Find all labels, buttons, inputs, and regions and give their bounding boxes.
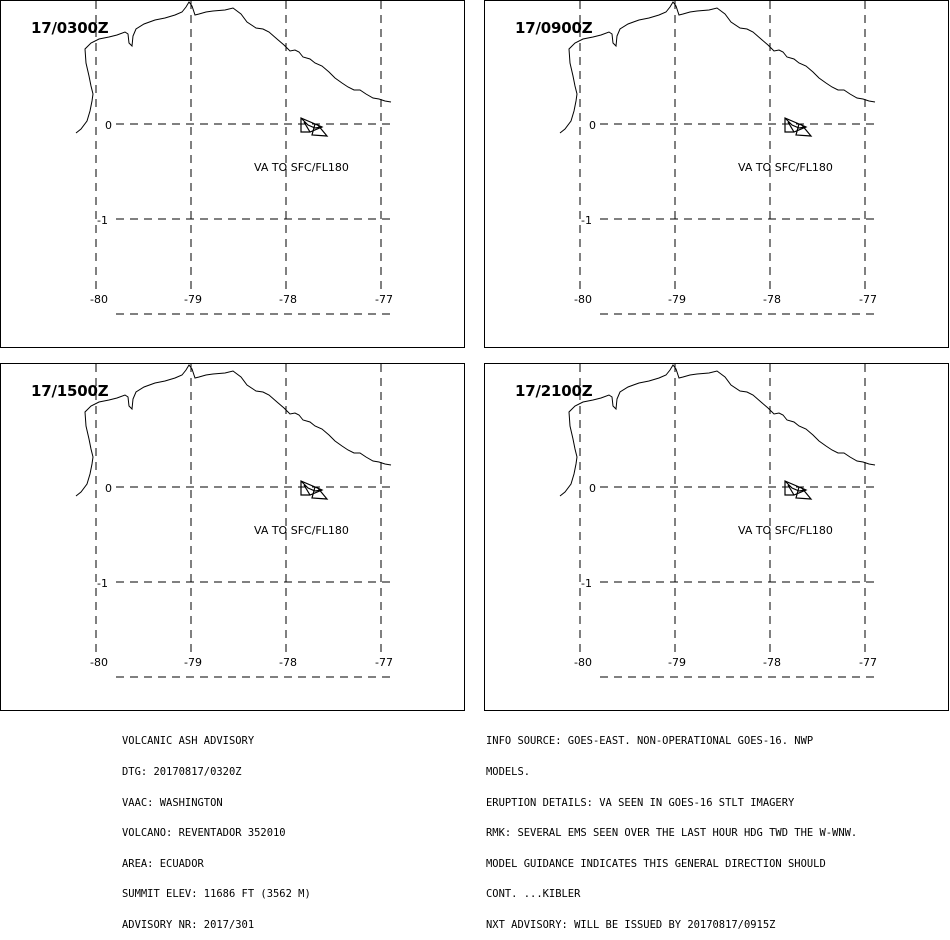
ash-cloud-inner-line bbox=[300, 480, 323, 492]
forecast-panel-0300: -80 -79 -78 -77 0 -1 VA TO SFC/FL180 17/0300Z bbox=[0, 0, 465, 348]
ash-cloud-outline bbox=[300, 117, 324, 133]
advisory-line: CONT. ...KIBLER bbox=[486, 887, 581, 901]
volcanic-ash-polygon bbox=[784, 117, 813, 137]
forecast-panel-1500: -80 -79 -78 -77 0 -1 VA TO SFC/FL180 17/1500Z bbox=[0, 363, 465, 711]
advisory-header-text: VOLCANIC ASH ADVISORY DTG: 20170817/0320… bbox=[122, 716, 311, 940]
advisory-line: NXT ADVISORY: WILL BE ISSUED BY 20170817… bbox=[486, 917, 776, 931]
lat-lon-grid bbox=[95, 1, 391, 315]
coastline bbox=[559, 364, 876, 497]
va-height-label: VA TO SFC/FL180 bbox=[738, 524, 833, 537]
longitude-tick-label: -78 bbox=[279, 656, 297, 669]
va-height-label: VA TO SFC/FL180 bbox=[254, 161, 349, 174]
latitude-tick-label: -1 bbox=[581, 577, 592, 590]
longitude-tick-label: -79 bbox=[184, 293, 202, 306]
advisory-line: RMK: SEVERAL EMS SEEN OVER THE LAST HOUR… bbox=[486, 826, 858, 840]
advisory-line: MODEL GUIDANCE INDICATES THIS GENERAL DI… bbox=[486, 856, 826, 870]
longitude-tick-label: -77 bbox=[859, 293, 877, 306]
ash-cloud-outline bbox=[784, 117, 808, 133]
latitude-tick-label: -1 bbox=[97, 214, 108, 227]
advisory-line: INFO SOURCE: GOES-EAST. NON-OPERATIONAL … bbox=[486, 734, 814, 748]
advisory-line: VOLCANIC ASH ADVISORY bbox=[122, 734, 255, 748]
longitude-tick-label: -80 bbox=[90, 656, 108, 669]
ash-cloud-inner-line bbox=[303, 121, 311, 133]
va-height-label: VA TO SFC/FL180 bbox=[738, 161, 833, 174]
forecast-panel-2100: -80 -79 -78 -77 0 -1 VA TO SFC/FL180 17/2100Z bbox=[484, 363, 949, 711]
forecast-panel-0900: -80 -79 -78 -77 0 -1 VA TO SFC/FL180 17/0900Z bbox=[484, 0, 949, 348]
lat-lon-grid bbox=[579, 1, 875, 315]
ash-cloud-inner-line bbox=[787, 121, 795, 133]
longitude-tick-label: -79 bbox=[668, 656, 686, 669]
ash-cloud-inner-line bbox=[784, 480, 807, 492]
map-svg: -80 -79 -78 -77 0 -1 VA TO SFC/FL180 bbox=[559, 1, 877, 315]
ash-cloud-inner-line bbox=[784, 117, 807, 129]
latitude-tick-label: 0 bbox=[105, 119, 112, 132]
longitude-tick-label: -77 bbox=[375, 656, 393, 669]
panel-title: 17/2100Z bbox=[515, 382, 593, 400]
longitude-tick-label: -78 bbox=[763, 293, 781, 306]
advisory-line: DTG: 20170817/0320Z bbox=[122, 765, 242, 778]
lat-lon-grid bbox=[579, 364, 875, 678]
advisory-line: ADVISORY NR: 2017/301 bbox=[122, 917, 255, 931]
latitude-tick-label: 0 bbox=[105, 482, 112, 495]
map-svg: -80 -79 -78 -77 0 -1 VA TO SFC/FL180 bbox=[559, 364, 877, 678]
longitude-tick-label: -77 bbox=[859, 656, 877, 669]
lat-lon-grid bbox=[95, 364, 391, 678]
latitude-tick-label: -1 bbox=[97, 577, 108, 590]
advisory-line: AREA: ECUADOR bbox=[122, 856, 204, 870]
ash-cloud-inner-line bbox=[300, 117, 323, 129]
panel-title: 17/1500Z bbox=[31, 382, 109, 400]
longitude-tick-label: -80 bbox=[90, 293, 108, 306]
latitude-tick-label: 0 bbox=[589, 119, 596, 132]
longitude-tick-label: -77 bbox=[375, 293, 393, 306]
ash-cloud-inner-line bbox=[787, 484, 795, 496]
longitude-tick-label: -78 bbox=[763, 656, 781, 669]
ash-cloud-outline bbox=[784, 480, 808, 496]
latitude-tick-label: 0 bbox=[589, 482, 596, 495]
advisory-line: SUMMIT ELEV: 11686 FT (3562 M) bbox=[122, 887, 311, 901]
latitude-tick-label: -1 bbox=[581, 214, 592, 227]
advisory-line: VAAC: WASHINGTON bbox=[122, 795, 223, 809]
longitude-tick-label: -80 bbox=[574, 656, 592, 669]
volcanic-ash-polygon bbox=[300, 117, 329, 137]
advisory-line: VOLCANO: REVENTADOR 352010 bbox=[122, 826, 286, 840]
coastline bbox=[559, 1, 876, 134]
ash-cloud-inner-line bbox=[303, 484, 311, 496]
advisory-details-text: INFO SOURCE: GOES-EAST. NON-OPERATIONAL … bbox=[486, 716, 857, 940]
map-svg: -80 -79 -78 -77 0 -1 VA TO SFC/FL180 bbox=[75, 364, 393, 678]
advisory-line: ERUPTION DETAILS: VA SEEN IN GOES-16 STL… bbox=[486, 795, 795, 809]
ash-cloud-tail bbox=[795, 123, 813, 137]
advisory-line: MODELS. bbox=[486, 765, 531, 778]
panel-title: 17/0900Z bbox=[515, 19, 593, 37]
volcanic-ash-polygon bbox=[300, 480, 329, 500]
coastline bbox=[75, 1, 392, 134]
ash-cloud-tail bbox=[795, 486, 813, 500]
volcanic-ash-polygon bbox=[784, 480, 813, 500]
ash-cloud-tail bbox=[311, 123, 329, 137]
longitude-tick-label: -80 bbox=[574, 293, 592, 306]
longitude-tick-label: -79 bbox=[184, 656, 202, 669]
ash-cloud-tail bbox=[311, 486, 329, 500]
map-svg: -80 -79 -78 -77 0 -1 VA TO SFC/FL180 bbox=[75, 1, 393, 315]
longitude-tick-label: -78 bbox=[279, 293, 297, 306]
longitude-tick-label: -79 bbox=[668, 293, 686, 306]
va-height-label: VA TO SFC/FL180 bbox=[254, 524, 349, 537]
ash-cloud-outline bbox=[300, 480, 324, 496]
coastline bbox=[75, 364, 392, 497]
panel-title: 17/0300Z bbox=[31, 19, 109, 37]
